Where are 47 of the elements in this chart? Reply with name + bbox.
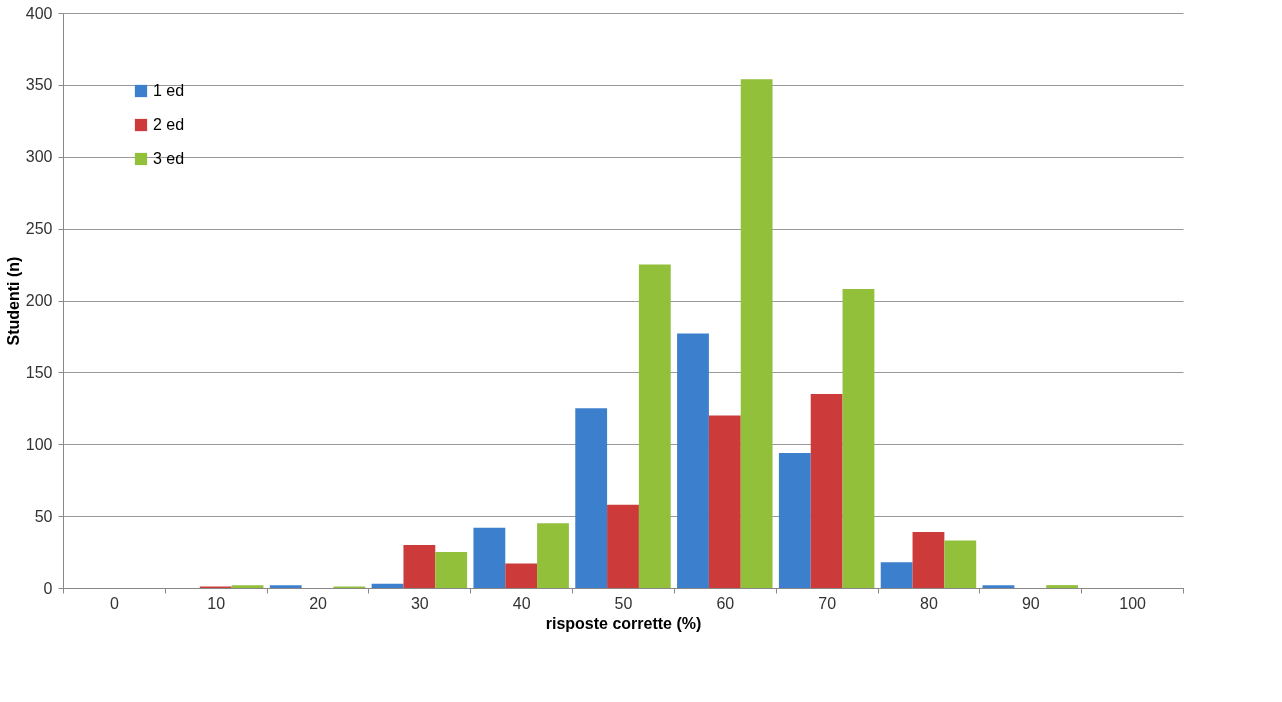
bar <box>537 523 569 588</box>
y-tick-label: 50 <box>34 507 53 525</box>
bar <box>505 563 538 588</box>
y-axis-title: Studenti (n) <box>4 256 22 346</box>
x-tick-label: 70 <box>818 594 837 612</box>
bar <box>982 585 1015 588</box>
bar <box>269 585 302 588</box>
x-tick-label: 100 <box>1119 594 1147 612</box>
y-tick-label: 350 <box>25 76 53 94</box>
x-tick-label: 10 <box>207 594 226 612</box>
x-tick-label: 50 <box>614 594 633 612</box>
bar <box>607 504 639 588</box>
bar <box>677 333 709 588</box>
y-tick-label: 200 <box>25 292 53 309</box>
y-tick-label: 300 <box>25 148 53 166</box>
x-tick-label: 40 <box>512 594 531 612</box>
x-tick-label: 90 <box>1021 594 1040 612</box>
bar <box>575 408 608 588</box>
bar <box>435 552 468 588</box>
legend-label: 3 ed <box>153 150 185 167</box>
bar <box>778 452 811 588</box>
legend-label: 1 ed <box>153 82 185 99</box>
y-tick-label: 250 <box>25 220 53 238</box>
x-tick-label: 20 <box>309 594 328 612</box>
bar <box>708 415 741 588</box>
legend-label: 2 ed <box>153 116 185 133</box>
y-tick-label: 150 <box>25 363 53 381</box>
bar <box>912 531 945 588</box>
bar <box>842 289 875 588</box>
x-axis-title: risposte corrette (%) <box>545 614 702 632</box>
bar <box>880 562 913 588</box>
y-tick-label: 100 <box>25 435 53 453</box>
bar <box>944 540 977 588</box>
bar <box>473 527 506 588</box>
bar <box>810 393 843 588</box>
y-tick-label: 0 <box>43 579 53 597</box>
y-tick-label: 400 <box>25 4 53 22</box>
bar <box>403 544 436 588</box>
x-tick-label: 0 <box>109 594 119 612</box>
bar <box>1046 585 1078 588</box>
bar <box>638 264 671 588</box>
x-tick-label: 60 <box>716 594 735 612</box>
bar <box>231 585 264 588</box>
bar <box>740 79 773 588</box>
x-tick-label: 30 <box>410 594 429 612</box>
x-tick-label: 80 <box>920 594 938 612</box>
bar <box>371 583 404 588</box>
